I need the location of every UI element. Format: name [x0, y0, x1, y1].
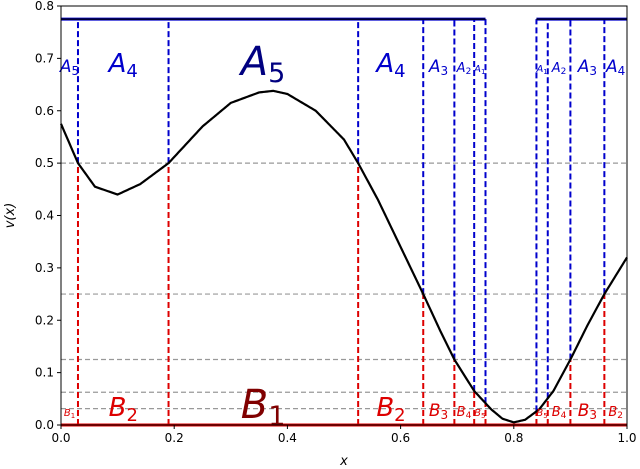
a-region-label: A3 — [577, 57, 597, 78]
a-region-label: A1 — [473, 64, 485, 76]
y-tick-label: 0.1 — [35, 366, 54, 380]
b-boundary-lines — [76, 163, 606, 425]
a-region-label: A5 — [238, 39, 286, 89]
a-region-label: A3 — [428, 57, 448, 78]
x-tick-label: 0.8 — [504, 431, 523, 445]
b-region-label: B2 — [109, 393, 138, 426]
a-region-label: A4 — [107, 49, 138, 82]
a-region-labels: A5 A4 A5 A4 A3 A2 A1 A1 A2 A3 A4 — [59, 39, 625, 89]
y-tick-label: 0.8 — [35, 0, 54, 13]
reference-lines — [61, 162, 627, 410]
a-region-label: A5 — [59, 57, 79, 78]
b-region-label: B4 — [552, 405, 567, 421]
y-tick-label: 0.3 — [35, 261, 54, 275]
y-tick-label: 0.2 — [35, 313, 54, 327]
y-axis-label: v(x) — [3, 203, 18, 229]
b-region-label: B3 — [429, 401, 448, 422]
x-tick-label: 0.4 — [278, 431, 297, 445]
y-tick-label: 0.6 — [35, 104, 54, 118]
b-region-label: B5 — [474, 408, 485, 420]
a-region-label: A4 — [374, 49, 405, 82]
a-region-label: A4 — [605, 57, 625, 78]
x-tick-label: 0.0 — [51, 431, 70, 445]
b-region-label: B3 — [578, 401, 597, 422]
y-tick-label: 0.5 — [35, 156, 54, 170]
x-axis-ticks: 0.0 0.2 0.4 0.6 0.8 1.0 — [51, 425, 637, 445]
x-axis-label: x — [339, 454, 348, 469]
b-region-labels: B1 B2 B1 B2 B3 B4 B5 B5 B4 B3 B2 — [64, 382, 623, 432]
data-curve — [59, 89, 628, 424]
curve-layer — [59, 89, 628, 424]
x-tick-label: 0.2 — [165, 431, 184, 445]
x-tick-label: 1.0 — [617, 431, 636, 445]
x-tick-label: 0.6 — [391, 431, 410, 445]
b-region-label: B4 — [457, 405, 472, 421]
a-region-label: A1 — [535, 64, 547, 76]
b-region-label: B1 — [64, 408, 75, 420]
y-tick-label: 0.0 — [35, 418, 54, 432]
b-region-label: B5 — [536, 408, 547, 420]
a-region-label: A2 — [456, 61, 472, 77]
a-boundary-lines — [76, 19, 606, 412]
y-axis-ticks: 0.0 0.1 0.2 0.3 0.4 0.5 0.6 0.7 0.8 — [35, 0, 61, 432]
b-region-label: B2 — [608, 405, 623, 421]
b-region-label: B2 — [376, 393, 405, 426]
y-tick-label: 0.7 — [35, 51, 54, 65]
a-region-label: A2 — [551, 61, 567, 77]
y-tick-label: 0.4 — [35, 209, 54, 223]
b-region-label: B1 — [241, 382, 286, 432]
